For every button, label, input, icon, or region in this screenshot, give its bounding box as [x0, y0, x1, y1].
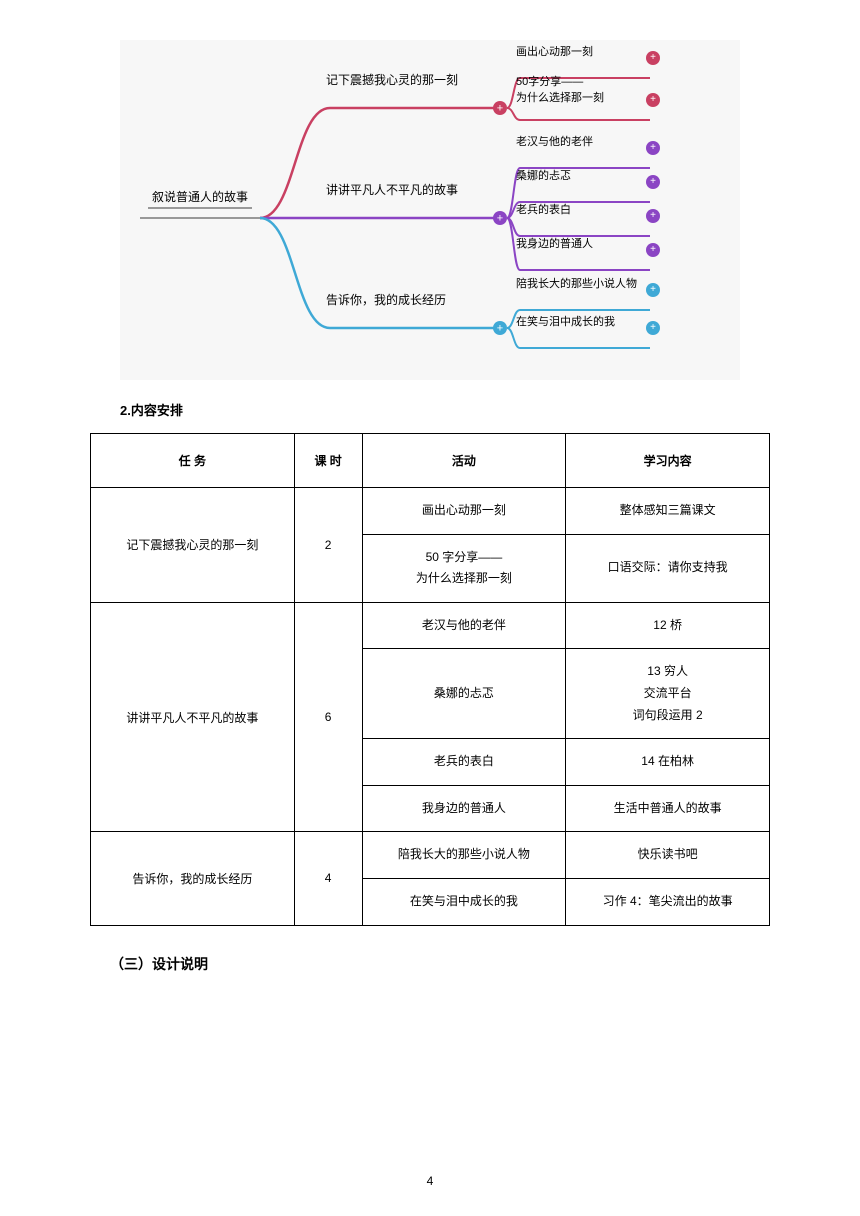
mindmap-leaf: 50字分享——为什么选择那一刻	[514, 72, 606, 106]
cell-content: 整体感知三篇课文	[566, 488, 770, 535]
cell-activity: 老兵的表白	[362, 739, 566, 786]
table-body: 记下震撼我心灵的那一刻2画出心动那一刻整体感知三篇课文50 字分享——为什么选择…	[91, 488, 770, 926]
mindmap-leaf: 老汉与他的老伴	[514, 132, 595, 150]
col-hours: 课 时	[294, 434, 362, 488]
plus-icon: +	[646, 321, 660, 335]
mindmap-branch: 记下震撼我心灵的那一刻	[324, 70, 460, 89]
cell-hours: 4	[294, 832, 362, 925]
cell-content: 生活中普通人的故事	[566, 785, 770, 832]
svg-text:+: +	[497, 103, 503, 115]
mindmap-diagram: + + + 叙说普通人的故事 记下震撼我心灵的那一刻 画出心动那一刻 +50字分享——为…	[120, 40, 740, 380]
cell-activity: 50 字分享——为什么选择那一刻	[362, 534, 566, 602]
table-header-row: 任 务 课 时 活动 学习内容	[91, 434, 770, 488]
svg-text:+: +	[497, 213, 503, 225]
cell-activity: 桑娜的忐忑	[362, 649, 566, 739]
mindmap-leaf: 画出心动那一刻	[514, 42, 595, 60]
mindmap-leaf: 老兵的表白	[514, 200, 573, 218]
col-activity: 活动	[362, 434, 566, 488]
mindmap-branch: 告诉你，我的成长经历	[324, 290, 448, 309]
mindmap-svg: + + +	[130, 60, 730, 360]
cell-content: 13 穷人交流平台词句段运用 2	[566, 649, 770, 739]
mindmap-leaf: 我身边的普通人	[514, 234, 595, 252]
cell-activity: 我身边的普通人	[362, 785, 566, 832]
mindmap-branch: 讲讲平凡人不平凡的故事	[324, 180, 460, 199]
plus-icon: +	[646, 283, 660, 297]
mindmap-leaf: 桑娜的忐忑	[514, 166, 573, 184]
cell-activity: 陪我长大的那些小说人物	[362, 832, 566, 879]
plus-icon: +	[646, 243, 660, 257]
cell-content: 14 在柏林	[566, 739, 770, 786]
page-number: 4	[427, 1174, 434, 1188]
svg-text:+: +	[497, 323, 503, 335]
cell-content: 习作 4：笔尖流出的故事	[566, 878, 770, 925]
col-content: 学习内容	[566, 434, 770, 488]
cell-activity: 画出心动那一刻	[362, 488, 566, 535]
mindmap-leaf: 陪我长大的那些小说人物	[514, 274, 639, 292]
table-row: 讲讲平凡人不平凡的故事6老汉与他的老伴12 桥	[91, 602, 770, 649]
table-row: 告诉你，我的成长经历4陪我长大的那些小说人物快乐读书吧	[91, 832, 770, 879]
mindmap-root: 叙说普通人的故事	[148, 186, 252, 209]
plus-icon: +	[646, 93, 660, 107]
content-plan-table: 任 务 课 时 活动 学习内容 记下震撼我心灵的那一刻2画出心动那一刻整体感知三…	[90, 433, 770, 926]
cell-task: 告诉你，我的成长经历	[91, 832, 295, 925]
plus-icon: +	[646, 209, 660, 223]
plus-icon: +	[646, 175, 660, 189]
cell-task: 记下震撼我心灵的那一刻	[91, 488, 295, 603]
cell-activity: 在笑与泪中成长的我	[362, 878, 566, 925]
mindmap-leaf: 在笑与泪中成长的我	[514, 312, 617, 330]
plus-icon: +	[646, 141, 660, 155]
col-task: 任 务	[91, 434, 295, 488]
cell-activity: 老汉与他的老伴	[362, 602, 566, 649]
cell-task: 讲讲平凡人不平凡的故事	[91, 602, 295, 832]
cell-content: 口语交际：请你支持我	[566, 534, 770, 602]
section-heading-design: （三）设计说明	[110, 954, 770, 974]
section-label-content-plan: 2.内容安排	[120, 400, 770, 419]
plus-icon: +	[646, 51, 660, 65]
cell-hours: 6	[294, 602, 362, 832]
cell-content: 快乐读书吧	[566, 832, 770, 879]
cell-hours: 2	[294, 488, 362, 603]
cell-content: 12 桥	[566, 602, 770, 649]
table-row: 记下震撼我心灵的那一刻2画出心动那一刻整体感知三篇课文	[91, 488, 770, 535]
